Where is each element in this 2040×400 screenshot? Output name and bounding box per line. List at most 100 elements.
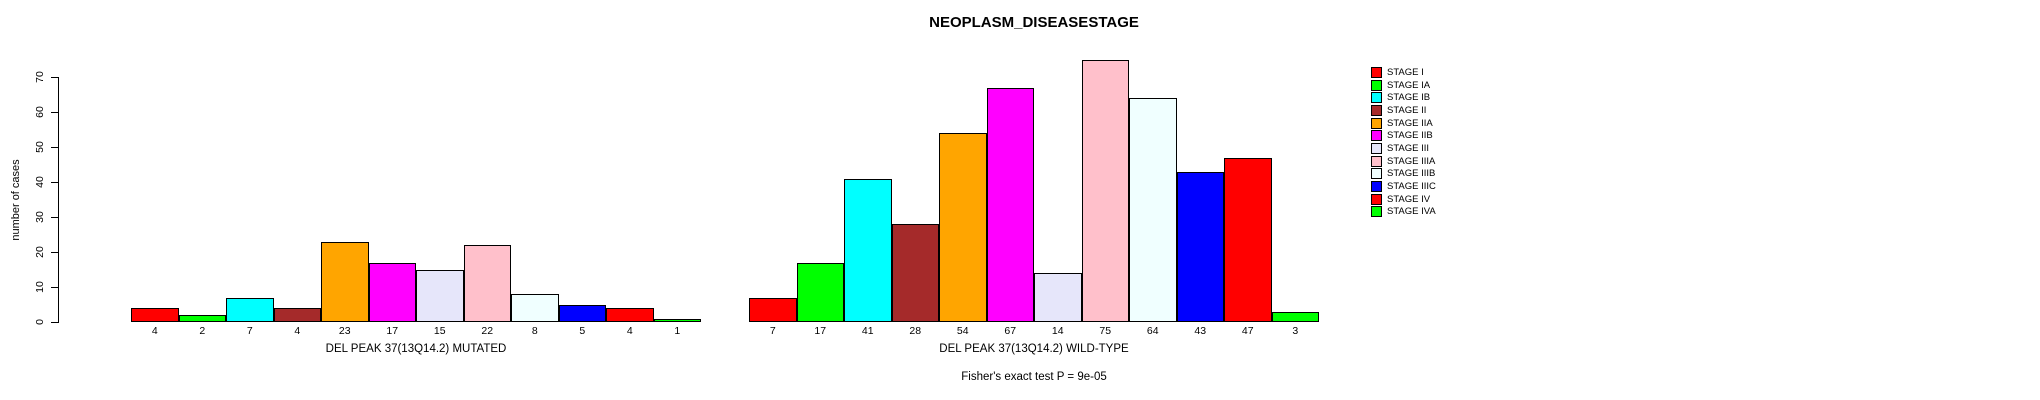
legend-item: STAGE IA [1371, 79, 1436, 92]
bar-stage-i [749, 297, 797, 322]
legend-label: STAGE IIIB [1387, 168, 1436, 180]
y-axis-tick-label: 50 [34, 141, 46, 153]
bar-stage-ii [273, 308, 321, 322]
bar-stage-ib [226, 297, 274, 322]
y-axis-tick-mark [51, 147, 58, 148]
legend-swatch [1371, 142, 1382, 154]
legend-swatch [1371, 193, 1382, 205]
legend-swatch [1371, 168, 1382, 180]
bar-value-label: 41 [861, 325, 874, 337]
legend-item: STAGE I [1371, 66, 1436, 79]
legend-item: STAGE IB [1371, 91, 1436, 104]
bar-stage-ib [844, 178, 892, 322]
bar-value-label: 4 [151, 325, 158, 337]
legend-label: STAGE IA [1387, 79, 1431, 91]
legend-label: STAGE IIIA [1387, 155, 1436, 167]
legend-swatch [1371, 79, 1382, 91]
bar-stage-iib [368, 262, 416, 322]
legend-item: STAGE IIIA [1371, 155, 1436, 168]
y-axis-tick-mark [51, 112, 58, 113]
legend-swatch [1371, 66, 1382, 78]
bar-stage-iia [321, 241, 369, 322]
bar-value-label: 28 [909, 325, 922, 337]
bar-stage-iiic [1176, 171, 1224, 322]
bar-value-label: 23 [338, 325, 351, 337]
y-axis-tick-mark [51, 182, 58, 183]
legend-swatch [1371, 155, 1382, 167]
bar-stage-iib [986, 87, 1034, 322]
legend-swatch [1371, 117, 1382, 129]
bar-stage-iiic [558, 304, 606, 322]
bar-stage-i [131, 308, 179, 322]
y-axis-tick-label: 0 [34, 319, 46, 325]
x-axis-label-mutated: DEL PEAK 37(13Q14.2) MUTATED [325, 343, 507, 355]
legend-label: STAGE III [1387, 142, 1430, 154]
y-axis-tick-mark [51, 217, 58, 218]
y-axis-tick-mark [51, 322, 58, 323]
legend-item: STAGE IIA [1371, 117, 1436, 130]
legend-label: STAGE II [1387, 104, 1427, 116]
fisher-test-annotation: Fisher's exact test P = 9e-05 [961, 371, 1107, 383]
bar-stage-ii [891, 224, 939, 322]
bar-value-label: 67 [1004, 325, 1017, 337]
bar-stage-iii [1034, 273, 1082, 322]
bar-stage-iv [1224, 157, 1272, 322]
bar-stage-iia [939, 133, 987, 322]
bar-stage-iiia [1081, 59, 1129, 322]
legend-label: STAGE IIA [1387, 117, 1433, 129]
legend-item: STAGE IVA [1371, 206, 1436, 219]
y-axis-tick-label: 60 [34, 106, 46, 118]
bar-value-label: 7 [769, 325, 776, 337]
legend-swatch [1371, 130, 1382, 142]
bar-value-label: 8 [531, 325, 538, 337]
bar-stage-iii [416, 269, 464, 322]
legend: STAGE I STAGE IA STAGE IB STAGE II STAGE IIA… [1371, 66, 1436, 218]
legend-label: STAGE I [1387, 66, 1424, 78]
bar-value-label: 7 [246, 325, 253, 337]
bar-stage-ia [178, 315, 226, 322]
y-axis-tick-label: 40 [34, 176, 46, 188]
legend-item: STAGE IV [1371, 193, 1436, 206]
bar-value-label: 15 [433, 325, 446, 337]
bar-stage-iva [653, 318, 701, 322]
legend-item: STAGE IIIC [1371, 180, 1436, 193]
bar-value-label: 43 [1194, 325, 1207, 337]
y-axis-tick-mark [51, 77, 58, 78]
bar-stage-iiib [1129, 98, 1177, 322]
bar-value-label: 5 [579, 325, 586, 337]
bar-value-label: 47 [1241, 325, 1254, 337]
legend-swatch [1371, 206, 1382, 218]
bar-value-label: 4 [626, 325, 633, 337]
bar-value-label: 4 [294, 325, 301, 337]
y-axis-title: number of cases [10, 159, 22, 241]
bar-value-label: 2 [199, 325, 206, 337]
y-axis-tick-label: 10 [34, 281, 46, 293]
legend-label: STAGE IIIC [1387, 181, 1436, 193]
legend-swatch [1371, 92, 1382, 104]
legend-item: STAGE IIIB [1371, 168, 1436, 181]
bar-value-label: 1 [674, 325, 681, 337]
bar-stage-ia [796, 262, 844, 322]
legend-item: STAGE IIB [1371, 129, 1436, 142]
bar-value-label: 64 [1146, 325, 1159, 337]
bar-value-label: 3 [1292, 325, 1299, 337]
legend-item: STAGE II [1371, 104, 1436, 117]
bar-stage-iva [1271, 311, 1319, 322]
bar-value-label: 17 [814, 325, 827, 337]
chart-title: NEOPLASM_DISEASESTAGE [929, 14, 1139, 31]
legend-label: STAGE IIB [1387, 130, 1433, 142]
legend-swatch [1371, 181, 1382, 193]
y-axis-tick-label: 70 [34, 71, 46, 83]
y-axis-tick-label: 20 [34, 246, 46, 258]
bar-value-label: 17 [386, 325, 399, 337]
bar-value-label: 22 [481, 325, 494, 337]
y-axis-line [58, 77, 59, 323]
legend-item: STAGE III [1371, 142, 1436, 155]
y-axis-tick-mark [51, 252, 58, 253]
bar-stage-iv [606, 308, 654, 322]
bar-value-label: 75 [1099, 325, 1112, 337]
bar-stage-iiia [463, 245, 511, 322]
bar-value-label: 54 [956, 325, 969, 337]
legend-swatch [1371, 104, 1382, 116]
